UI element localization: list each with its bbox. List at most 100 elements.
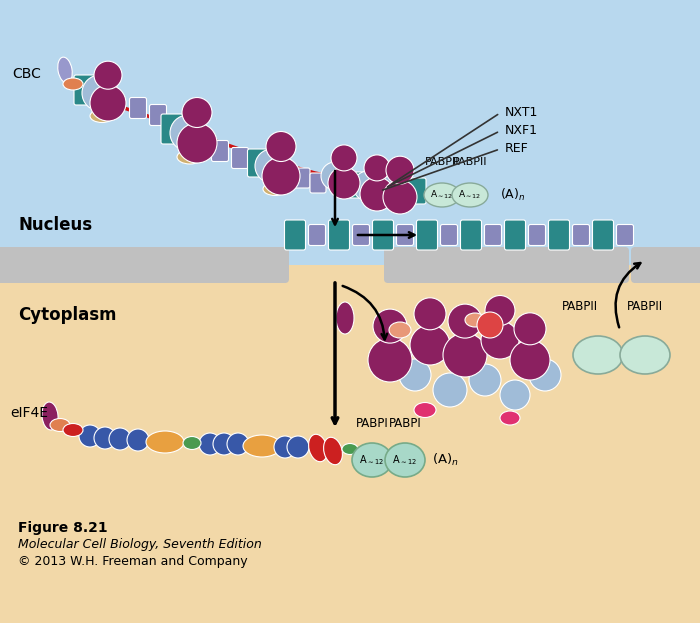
Circle shape	[109, 428, 131, 450]
Text: CBC: CBC	[12, 67, 41, 81]
Ellipse shape	[336, 302, 354, 334]
Circle shape	[321, 162, 349, 190]
Circle shape	[79, 425, 101, 447]
Ellipse shape	[243, 435, 281, 457]
Circle shape	[448, 304, 482, 338]
Ellipse shape	[57, 57, 72, 83]
Circle shape	[90, 85, 126, 121]
Ellipse shape	[146, 431, 184, 453]
Text: (A)$_n$: (A)$_n$	[432, 452, 458, 468]
Ellipse shape	[352, 443, 392, 477]
Circle shape	[94, 427, 116, 449]
Ellipse shape	[385, 443, 425, 477]
FancyBboxPatch shape	[211, 141, 228, 161]
Ellipse shape	[183, 437, 201, 450]
Text: NXT1: NXT1	[505, 107, 538, 120]
FancyBboxPatch shape	[592, 220, 613, 250]
FancyBboxPatch shape	[232, 148, 248, 168]
FancyBboxPatch shape	[284, 220, 305, 250]
Ellipse shape	[309, 434, 328, 462]
Text: PABPI: PABPI	[389, 417, 421, 430]
FancyBboxPatch shape	[328, 220, 349, 250]
Circle shape	[477, 312, 503, 338]
Ellipse shape	[620, 336, 670, 374]
Circle shape	[227, 433, 249, 455]
Ellipse shape	[452, 183, 488, 207]
FancyBboxPatch shape	[150, 105, 167, 125]
Circle shape	[383, 180, 417, 214]
Text: Cytoplasm: Cytoplasm	[18, 306, 116, 324]
Text: A$_{\sim12}$: A$_{\sim12}$	[458, 189, 482, 201]
Circle shape	[410, 325, 450, 365]
Ellipse shape	[389, 322, 411, 338]
Circle shape	[328, 167, 360, 199]
Circle shape	[485, 295, 515, 325]
Circle shape	[514, 313, 546, 345]
Ellipse shape	[177, 150, 203, 164]
Text: Figure 8.21: Figure 8.21	[18, 521, 108, 535]
FancyBboxPatch shape	[161, 114, 183, 144]
Circle shape	[443, 333, 487, 377]
Circle shape	[255, 149, 289, 183]
Text: A$_{\sim12}$: A$_{\sim12}$	[430, 189, 454, 201]
Circle shape	[529, 359, 561, 391]
Bar	[0, 0, 700, 265]
Circle shape	[386, 156, 414, 184]
Circle shape	[433, 373, 467, 407]
Text: eIF4E: eIF4E	[10, 406, 48, 420]
Ellipse shape	[573, 336, 623, 374]
Ellipse shape	[90, 110, 114, 123]
FancyBboxPatch shape	[130, 98, 146, 118]
Text: REF: REF	[505, 143, 528, 156]
FancyBboxPatch shape	[631, 247, 700, 283]
FancyBboxPatch shape	[372, 220, 393, 250]
Text: Nucleus: Nucleus	[18, 216, 92, 234]
Circle shape	[82, 75, 118, 111]
Text: PABPI: PABPI	[356, 417, 389, 430]
Ellipse shape	[342, 444, 358, 455]
FancyBboxPatch shape	[0, 247, 289, 283]
Text: A$_{\sim12}$: A$_{\sim12}$	[360, 453, 384, 467]
FancyBboxPatch shape	[440, 224, 458, 245]
Circle shape	[510, 340, 550, 380]
Ellipse shape	[399, 180, 417, 190]
Text: A$_{\sim12}$: A$_{\sim12}$	[393, 453, 417, 467]
FancyBboxPatch shape	[484, 224, 501, 245]
FancyBboxPatch shape	[347, 172, 367, 198]
Circle shape	[274, 436, 296, 458]
FancyBboxPatch shape	[573, 224, 589, 245]
Circle shape	[94, 61, 122, 89]
Text: PABPII: PABPII	[627, 300, 663, 313]
Circle shape	[331, 145, 357, 171]
FancyBboxPatch shape	[294, 168, 310, 188]
FancyBboxPatch shape	[617, 224, 634, 245]
Circle shape	[353, 171, 383, 201]
Text: PABPII: PABPII	[453, 157, 487, 167]
FancyBboxPatch shape	[416, 220, 438, 250]
FancyBboxPatch shape	[549, 220, 570, 250]
Circle shape	[266, 131, 296, 161]
FancyBboxPatch shape	[384, 247, 629, 283]
Circle shape	[360, 177, 394, 211]
Circle shape	[481, 321, 519, 359]
FancyBboxPatch shape	[396, 224, 414, 245]
FancyBboxPatch shape	[74, 75, 96, 105]
Circle shape	[127, 429, 149, 451]
Ellipse shape	[414, 402, 436, 417]
Circle shape	[373, 309, 407, 343]
Ellipse shape	[42, 402, 58, 430]
Ellipse shape	[50, 419, 70, 432]
Text: PABPII: PABPII	[425, 157, 459, 167]
Circle shape	[414, 298, 446, 330]
Circle shape	[399, 359, 431, 391]
Circle shape	[199, 433, 221, 455]
FancyBboxPatch shape	[309, 224, 326, 245]
Circle shape	[170, 115, 206, 151]
Text: © 2013 W.H. Freeman and Company: © 2013 W.H. Freeman and Company	[18, 555, 248, 568]
Circle shape	[500, 380, 530, 410]
FancyBboxPatch shape	[353, 224, 370, 245]
Circle shape	[368, 338, 412, 382]
Ellipse shape	[323, 437, 342, 465]
FancyBboxPatch shape	[505, 220, 526, 250]
Circle shape	[469, 364, 501, 396]
